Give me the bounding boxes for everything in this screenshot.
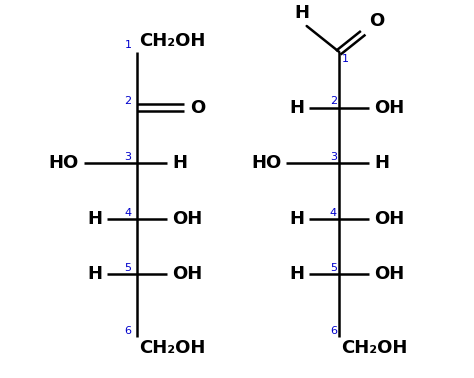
Text: 4: 4	[125, 208, 132, 217]
Text: OH: OH	[172, 210, 202, 228]
Text: 2: 2	[330, 96, 337, 106]
Text: O: O	[191, 99, 206, 116]
Text: 6: 6	[330, 326, 337, 336]
Text: CH₂OH: CH₂OH	[139, 339, 206, 357]
Text: 1: 1	[125, 40, 132, 50]
Text: 5: 5	[125, 263, 132, 273]
Text: CH₂OH: CH₂OH	[139, 32, 206, 50]
Text: H: H	[289, 99, 304, 116]
Text: 3: 3	[330, 152, 337, 162]
Text: O: O	[369, 12, 384, 30]
Text: H: H	[87, 210, 102, 228]
Text: 3: 3	[125, 152, 132, 162]
Text: HO: HO	[251, 154, 281, 172]
Text: H: H	[374, 154, 389, 172]
Text: 1: 1	[341, 54, 348, 64]
Text: 2: 2	[125, 96, 132, 106]
Text: 5: 5	[330, 263, 337, 273]
Text: H: H	[87, 265, 102, 283]
Text: OH: OH	[374, 99, 404, 116]
Text: CH₂OH: CH₂OH	[341, 339, 408, 357]
Text: H: H	[172, 154, 187, 172]
Text: OH: OH	[374, 210, 404, 228]
Text: H: H	[294, 4, 310, 22]
Text: HO: HO	[49, 154, 79, 172]
Text: OH: OH	[374, 265, 404, 283]
Text: 6: 6	[125, 326, 132, 336]
Text: H: H	[289, 265, 304, 283]
Text: OH: OH	[172, 265, 202, 283]
Text: 4: 4	[330, 208, 337, 217]
Text: H: H	[289, 210, 304, 228]
